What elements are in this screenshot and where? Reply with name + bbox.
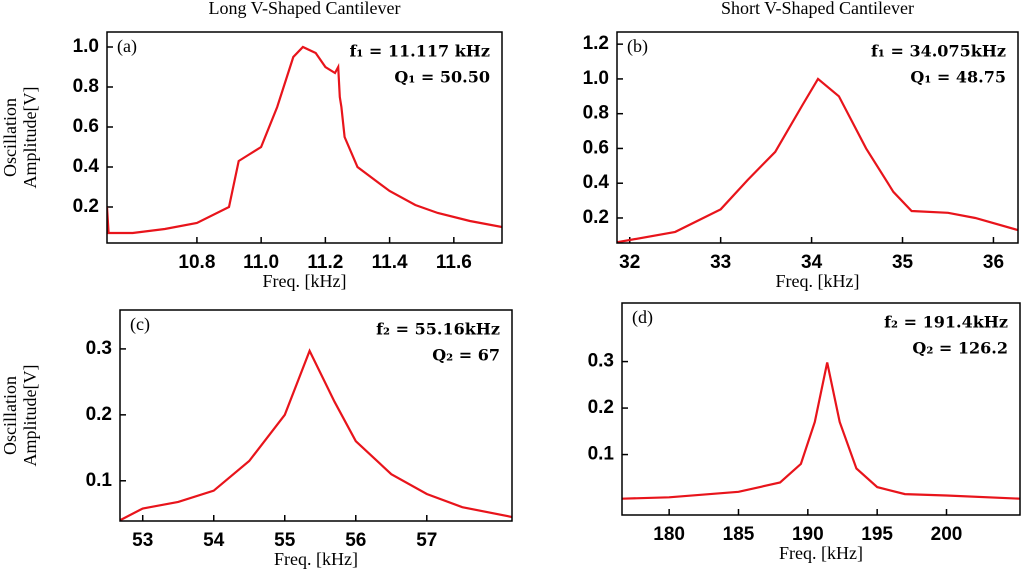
y-tick-label: 1.0 (73, 36, 99, 57)
plot-area (120, 348, 512, 521)
x-tick-label: 34 (801, 252, 823, 273)
plot-frame (119, 309, 513, 522)
panel-label: (b) (627, 36, 648, 57)
y-tick-label: 0.2 (86, 404, 112, 425)
x-tick-label: 35 (892, 252, 914, 273)
x-axis-label: Freq. [kHz] (274, 549, 358, 569)
panel-label: (d) (632, 307, 653, 328)
panel-title: Short V-Shaped Cantilever (721, 0, 914, 18)
x-tick-label: 11.0 (243, 252, 279, 273)
y-tick-label: 0.2 (73, 196, 99, 217)
x-tick-label: 10.8 (178, 252, 215, 273)
annotation: Q₂ = 126.2 (912, 339, 1008, 358)
y-tick-label: 0.2 (583, 207, 609, 228)
y-axis-label: Oscillation (0, 376, 20, 455)
data-line (617, 77, 1018, 243)
y-tick-label: 0.4 (583, 172, 610, 193)
annotation: f₁ = 11.117 kHz (349, 42, 490, 61)
x-tick-label: 200 (931, 524, 963, 545)
x-tick-label: 11.6 (436, 252, 472, 273)
panel-title: Long V-Shaped Cantilever (209, 0, 401, 18)
x-tick-label: 11.4 (372, 252, 408, 273)
y-tick-label: 1.0 (583, 68, 609, 89)
data-line (622, 362, 1020, 500)
y-tick-label: 0.3 (86, 338, 112, 359)
y-tick-label: 0.6 (583, 137, 609, 158)
x-tick-label: 53 (132, 530, 153, 551)
plot-area (107, 45, 502, 235)
x-tick-label: 57 (416, 530, 437, 551)
x-axis-label: Freq. [kHz] (776, 271, 860, 291)
y-tick-label: 0.3 (588, 351, 614, 372)
x-tick-label: 55 (274, 530, 296, 551)
x-tick-label: 190 (792, 524, 824, 545)
x-axis-label: Freq. [kHz] (263, 271, 347, 291)
x-tick-label: 36 (983, 252, 1004, 273)
y-tick-label: 0.8 (583, 103, 609, 124)
annotation: f₁ = 34.075kHz (871, 42, 1006, 61)
panel-label: (c) (130, 314, 150, 335)
y-axis-label: Oscillation (0, 98, 20, 177)
x-tick-label: 185 (723, 524, 755, 545)
y-tick-label: 0.2 (588, 397, 614, 418)
x-tick-label: 180 (653, 524, 685, 545)
annotation: Q₁ = 50.50 (394, 68, 490, 87)
x-tick-label: 56 (345, 530, 366, 551)
y-tick-label: 0.4 (73, 156, 100, 177)
y-tick-label: 0.8 (73, 76, 99, 97)
y-tick-label: 0.6 (73, 116, 99, 137)
plot-frame (616, 31, 1019, 244)
plot-frame (621, 302, 1021, 516)
annotation: f₂ = 191.4kHz (884, 313, 1008, 332)
data-line (120, 348, 512, 521)
y-tick-label: 0.1 (588, 444, 615, 465)
x-tick-label: 11.2 (307, 252, 343, 273)
x-tick-label: 33 (710, 252, 731, 273)
y-tick-label: 0.1 (86, 470, 113, 491)
x-tick-label: 195 (861, 524, 893, 545)
data-line (107, 45, 502, 235)
x-tick-label: 54 (203, 530, 225, 551)
y-axis-label: Amplitude[V] (20, 365, 40, 467)
y-axis-label: Amplitude[V] (20, 87, 40, 189)
x-tick-label: 32 (619, 252, 640, 273)
annotation: Q₂ = 67 (432, 346, 500, 365)
x-axis-label: Freq. [kHz] (779, 543, 863, 563)
annotation: f₂ = 55.16kHz (376, 320, 500, 339)
plot-area (617, 77, 1018, 243)
panel-label: (a) (117, 36, 137, 57)
annotation: Q₁ = 48.75 (910, 68, 1006, 87)
plot-area (622, 362, 1020, 500)
y-tick-label: 1.2 (583, 33, 609, 54)
plot-frame (106, 31, 503, 244)
